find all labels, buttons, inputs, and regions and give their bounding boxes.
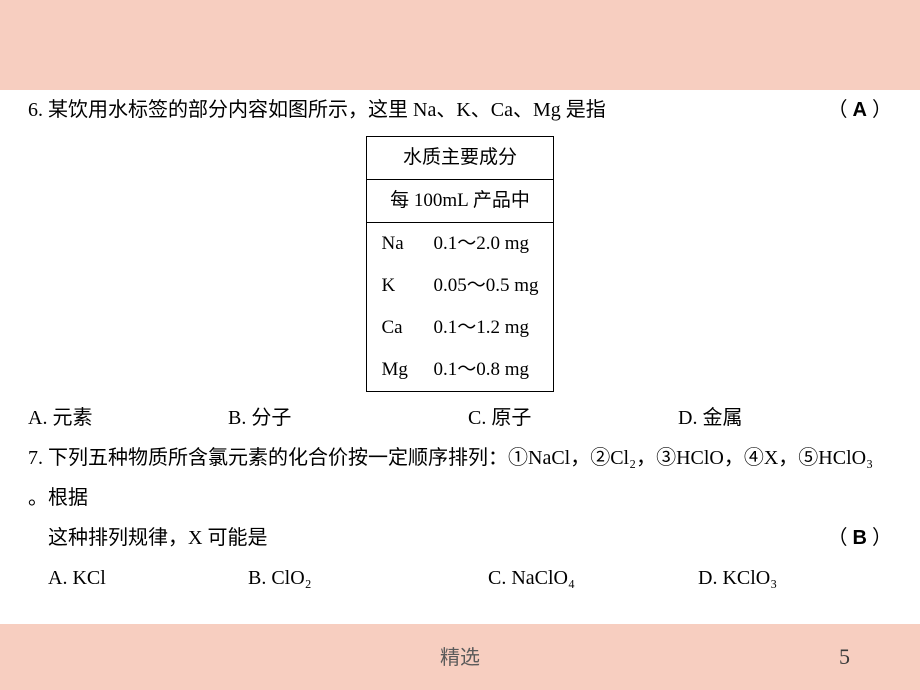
q6-option-b: B. 分子 [228, 398, 468, 438]
table-row: Ca0.1～1.2 mg [367, 307, 553, 349]
q6-stem: 某饮用水标签的部分内容如图所示，这里 Na、K、Ca、Mg 是指 [48, 99, 606, 121]
q6-stem-line: 6. 某饮用水标签的部分内容如图所示，这里 Na、K、Ca、Mg 是指 （ A … [28, 90, 892, 130]
q7-stem-line1: 7. 下列五种物质所含氯元素的化合价按一定顺序排列：①NaCl，②Cl₂，③HC… [28, 438, 892, 518]
page-number: 5 [839, 644, 850, 670]
q7-option-d: D. KClO₃ [698, 558, 892, 598]
elem-symbol: Na [381, 225, 433, 263]
q6-option-a: A. 元素 [28, 398, 228, 438]
elem-symbol: Ca [381, 309, 433, 347]
q7-stem-line2: 这种排列规律，X 可能是 （ B ） [28, 518, 892, 558]
table-subtitle: 每 100mL 产品中 [367, 180, 553, 223]
slide: 6. 某饮用水标签的部分内容如图所示，这里 Na、K、Ca、Mg 是指 （ A … [0, 0, 920, 690]
q7-option-c: C. NaClO₄ [488, 558, 698, 598]
q6-number: 6. [28, 99, 43, 121]
q7-option-a: A. KCl [48, 558, 248, 598]
content-box: 6. 某饮用水标签的部分内容如图所示，这里 Na、K、Ca、Mg 是指 （ A … [0, 90, 920, 624]
question-6: 6. 某饮用水标签的部分内容如图所示，这里 Na、K、Ca、Mg 是指 （ A … [28, 90, 892, 438]
q6-answer-paren: （ A ） [828, 90, 892, 130]
elem-value: 0.05～0.5 mg [433, 275, 538, 296]
table-row: Na0.1～2.0 mg [367, 223, 553, 266]
q7-answer: B [853, 527, 867, 549]
q7-options: A. KCl B. ClO₂ C. NaClO₄ D. KClO₃ [28, 558, 892, 598]
water-composition-table: 水质主要成分 每 100mL 产品中 Na0.1～2.0 mg K0.05～0.… [366, 136, 553, 392]
table-row: Mg0.1～0.8 mg [367, 349, 553, 392]
elem-symbol: K [381, 267, 433, 305]
paren-close: ） [867, 99, 892, 121]
elem-value: 0.1～0.8 mg [433, 359, 529, 380]
q6-options: A. 元素 B. 分子 C. 原子 D. 金属 [28, 398, 892, 438]
paren-open: （ [828, 527, 853, 549]
paren-open: （ [828, 99, 853, 121]
q6-option-c: C. 原子 [468, 398, 678, 438]
footer-label: 精选 [0, 641, 920, 670]
q6-answer: A [853, 99, 867, 121]
q6-option-d: D. 金属 [678, 398, 892, 438]
elem-value: 0.1～2.0 mg [433, 233, 529, 254]
q7-number: 7. [28, 447, 43, 469]
question-7: 7. 下列五种物质所含氯元素的化合价按一定顺序排列：①NaCl，②Cl₂，③HC… [28, 438, 892, 598]
q7-stem-2: 这种排列规律，X 可能是 [48, 527, 267, 549]
table-row: K0.05～0.5 mg [367, 265, 553, 307]
paren-close: ） [867, 527, 892, 549]
q7-option-b: B. ClO₂ [248, 558, 488, 598]
elem-value: 0.1～1.2 mg [433, 317, 529, 338]
q7-stem-1: 下列五种物质所含氯元素的化合价按一定顺序排列：①NaCl，②Cl₂，③HClO，… [28, 447, 873, 509]
elem-symbol: Mg [381, 351, 433, 389]
table-title: 水质主要成分 [367, 137, 553, 180]
q7-answer-paren: （ B ） [828, 518, 892, 558]
